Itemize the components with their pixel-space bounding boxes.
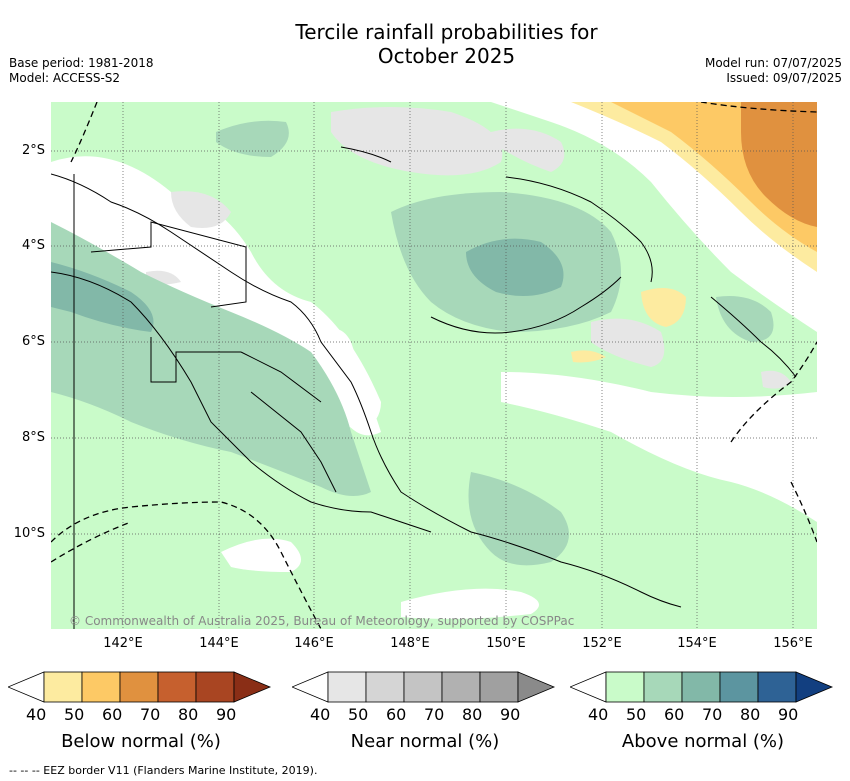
near-normal-left: [171, 191, 231, 228]
colorbar-segment: [757, 671, 797, 703]
near-normal-top: [331, 107, 503, 176]
colorbar-tick: 80: [178, 705, 199, 724]
colorbar-segment: [403, 671, 443, 703]
meta-left: Base period: 1981-2018 Model: ACCESS-S2: [9, 56, 154, 86]
title-line-1: Tercile rainfall probabilities for: [295, 20, 598, 44]
colorbar-tick: 70: [140, 705, 161, 724]
lat-label: 8°S: [21, 430, 45, 445]
above-normal-label: Above normal (%): [621, 731, 785, 752]
copyright-text: © Commonwealth of Australia 2025, Bureau…: [69, 614, 575, 628]
colorbar-max-extend: [233, 671, 272, 703]
near-normal-right: [591, 318, 665, 367]
colorbar-min-extend: [570, 671, 607, 703]
lon-label: 148°E: [390, 636, 430, 651]
colorbar-tick: 40: [310, 705, 331, 724]
colorbar-segment: [643, 671, 683, 703]
above-normal-60-north: [216, 120, 289, 157]
lon-label: 154°E: [677, 636, 717, 651]
colorbar-tick: 70: [424, 705, 445, 724]
below-normal-label: Below normal (%): [61, 731, 221, 752]
colorbar-min-extend: [292, 671, 329, 703]
colorbar-tick: 90: [500, 705, 521, 724]
colorbar-segment: [43, 671, 83, 703]
colorbar-max-extend: [795, 671, 834, 703]
above-normal-colorbar: [570, 671, 834, 703]
lat-label: 10°S: [13, 526, 45, 541]
lat-label: 2°S: [21, 143, 45, 158]
lon-label: 152°E: [582, 636, 622, 651]
colorbar-tick: 60: [386, 705, 407, 724]
borders: [73, 174, 337, 629]
near-normal-top-right: [491, 128, 565, 172]
colorbar-tick: 50: [64, 705, 85, 724]
above-normal-70-east: [466, 238, 564, 296]
near-normal-label: Near normal (%): [350, 731, 500, 752]
base-period: Base period: 1981-2018: [9, 56, 154, 70]
map-title: Tercile rainfall probabilities for Octob…: [0, 20, 850, 68]
lon-label: 142°E: [103, 636, 143, 651]
near-normal-colorbar: [292, 671, 556, 703]
eez-footnote: -- -- -- EEZ border V11 (Flanders Marine…: [9, 764, 318, 777]
colorbar-segment: [479, 671, 519, 703]
colorbar-tick: 80: [462, 705, 483, 724]
issued-date: Issued: 09/07/2025: [726, 71, 842, 85]
colorbar-segment: [605, 671, 645, 703]
colorbar-tick: 50: [626, 705, 647, 724]
colorbar-max-extend: [517, 671, 556, 703]
model-run: Model run: 07/07/2025: [704, 56, 842, 70]
above-normal-60-southeast: [468, 472, 569, 566]
colorbar-tick: 40: [588, 705, 609, 724]
colorbar-tick: 70: [702, 705, 723, 724]
map-canvas: [51, 102, 817, 629]
lat-label: 4°S: [21, 238, 45, 253]
below-normal-70-top-right: [741, 102, 817, 227]
colorbar-segment: [81, 671, 121, 703]
title-line-2: October 2025: [377, 44, 516, 68]
colorbar-segment: [327, 671, 367, 703]
colorbar-tick: 90: [216, 705, 237, 724]
lon-label: 150°E: [486, 636, 526, 651]
colorbar-segment: [119, 671, 159, 703]
above-normal-70-west: [51, 262, 154, 332]
colorbar-segment: [719, 671, 759, 703]
lon-label: 156°E: [773, 636, 813, 651]
colorbar-tick: 60: [664, 705, 685, 724]
colorbar-tick: 50: [348, 705, 369, 724]
colorbar-segment: [157, 671, 197, 703]
graticule: [51, 102, 817, 629]
colorbar-min-extend: [8, 671, 45, 703]
colorbar-segment: [195, 671, 235, 703]
colorbar-segment: [441, 671, 481, 703]
colorbar-tick: 90: [778, 705, 799, 724]
lon-label: 146°E: [294, 636, 334, 651]
white-area-lower-mid: [401, 588, 539, 619]
colorbar-tick: 60: [102, 705, 123, 724]
above-normal-60-islands: [716, 296, 774, 342]
white-area-left-upper: [51, 156, 381, 432]
above-normal-60-west: [51, 222, 371, 496]
below-normal-50-island: [641, 288, 686, 327]
lat-label: 6°S: [21, 334, 45, 349]
colorbar-tick: 80: [740, 705, 761, 724]
white-area-right-lower: [501, 372, 817, 522]
meta-right: Model run: 07/07/2025 Issued: 09/07/2025: [705, 56, 842, 86]
below-normal-colorbar: [8, 671, 272, 703]
near-normal-far-right: [761, 370, 791, 389]
white-area-lower-left: [221, 538, 301, 572]
model-name: Model: ACCESS-S2: [9, 71, 121, 85]
colorbar-segment: [681, 671, 721, 703]
rainfall-probability-map: [51, 102, 817, 629]
coastlines: [51, 146, 797, 608]
eez-borders: [51, 102, 817, 629]
lon-label: 144°E: [199, 636, 239, 651]
below-normal-50-patch: [571, 350, 606, 363]
colorbar-segment: [365, 671, 405, 703]
colorbar-tick: 40: [26, 705, 47, 724]
